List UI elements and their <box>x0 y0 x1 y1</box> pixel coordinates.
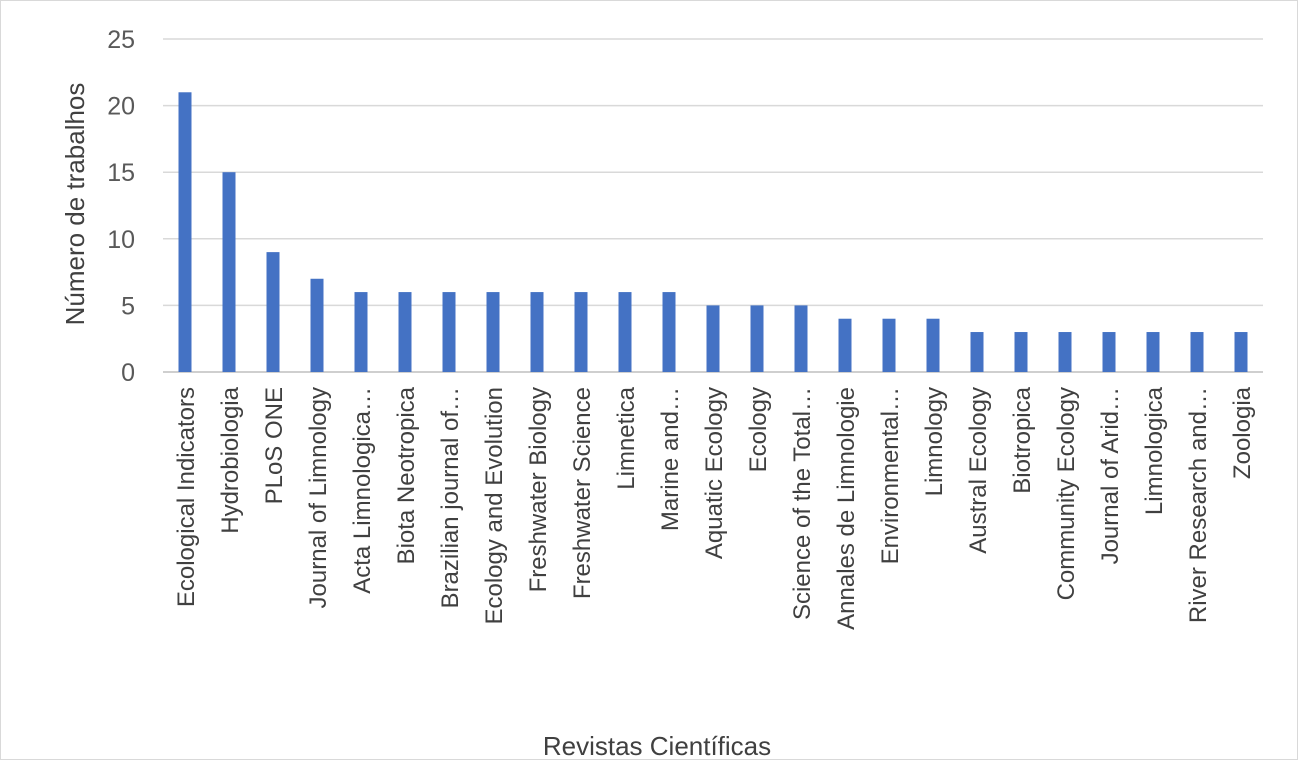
bar <box>266 252 280 372</box>
bar <box>662 292 676 372</box>
y-tick-label: 20 <box>107 93 135 121</box>
x-axis-title: Revistas Científicas <box>543 731 771 761</box>
x-tick-label: Science of the Total… <box>789 387 816 620</box>
x-tick-label: Austral Ecology <box>965 387 992 554</box>
bar <box>750 305 764 372</box>
y-tick-label: 0 <box>121 359 135 387</box>
x-tick-label: Community Ecology <box>1053 387 1080 600</box>
y-tick-label: 15 <box>107 159 135 187</box>
bar <box>1190 332 1204 372</box>
bar <box>706 305 720 372</box>
bar <box>794 305 808 372</box>
x-tick-label: Freshwater Biology <box>525 387 552 592</box>
x-tick-label: Limnetica <box>613 386 640 489</box>
x-tick-label: Freshwater Science <box>569 387 596 599</box>
x-tick-label: Hydrobiologia <box>217 386 244 533</box>
x-axis-ticks: Ecological Indicators Hydrobiologia PLoS O… <box>173 386 1256 629</box>
bar <box>618 292 632 372</box>
bar <box>486 292 500 372</box>
x-tick-label: Limnologica <box>1141 386 1168 515</box>
bar <box>1058 332 1072 372</box>
y-axis-ticks: 0 5 10 15 20 25 <box>107 26 135 387</box>
bar <box>178 92 192 372</box>
bars <box>178 92 1248 372</box>
x-tick-label: Aquatic Ecology <box>701 387 728 559</box>
bar <box>1102 332 1116 372</box>
bar <box>1234 332 1248 372</box>
bar <box>838 318 852 372</box>
bar <box>398 292 412 372</box>
x-tick-label: River Research and… <box>1185 387 1212 623</box>
x-tick-label: Environmental… <box>877 387 904 564</box>
gridlines <box>163 38 1263 373</box>
bar <box>882 318 896 372</box>
x-tick-label: Zoologia <box>1229 386 1256 479</box>
x-tick-label: Journal of Limnology <box>305 387 332 608</box>
x-tick-label: Annales de Limnologie <box>833 387 860 630</box>
y-axis-title: Número de trabalhos <box>60 83 90 326</box>
x-tick-label: PLoS ONE <box>261 387 288 504</box>
bar <box>530 292 544 372</box>
x-tick-label: Ecology and Evolution <box>481 387 508 625</box>
bar <box>1146 332 1160 372</box>
x-tick-label: Biotropica <box>1009 386 1036 493</box>
bar <box>926 318 940 372</box>
bar <box>222 172 236 372</box>
bar <box>442 292 456 372</box>
x-tick-label: Journal of Arid… <box>1097 387 1124 564</box>
x-tick-label: Biota Neotropica <box>393 386 420 564</box>
y-tick-label: 10 <box>107 226 135 254</box>
x-tick-label: Marine and… <box>657 387 684 531</box>
x-tick-label: Ecological Indicators <box>173 387 200 607</box>
x-tick-label: Brazilian journal of… <box>437 387 464 608</box>
y-tick-label: 25 <box>107 26 135 54</box>
x-tick-label: Ecology <box>745 387 772 472</box>
y-tick-label: 5 <box>121 292 135 320</box>
bar <box>1014 332 1028 372</box>
bar <box>354 292 368 372</box>
bar <box>310 278 324 372</box>
x-tick-label: Limnology <box>921 387 948 496</box>
bar <box>574 292 588 372</box>
x-tick-label: Acta Limnologica… <box>349 387 376 594</box>
bar <box>970 332 984 372</box>
